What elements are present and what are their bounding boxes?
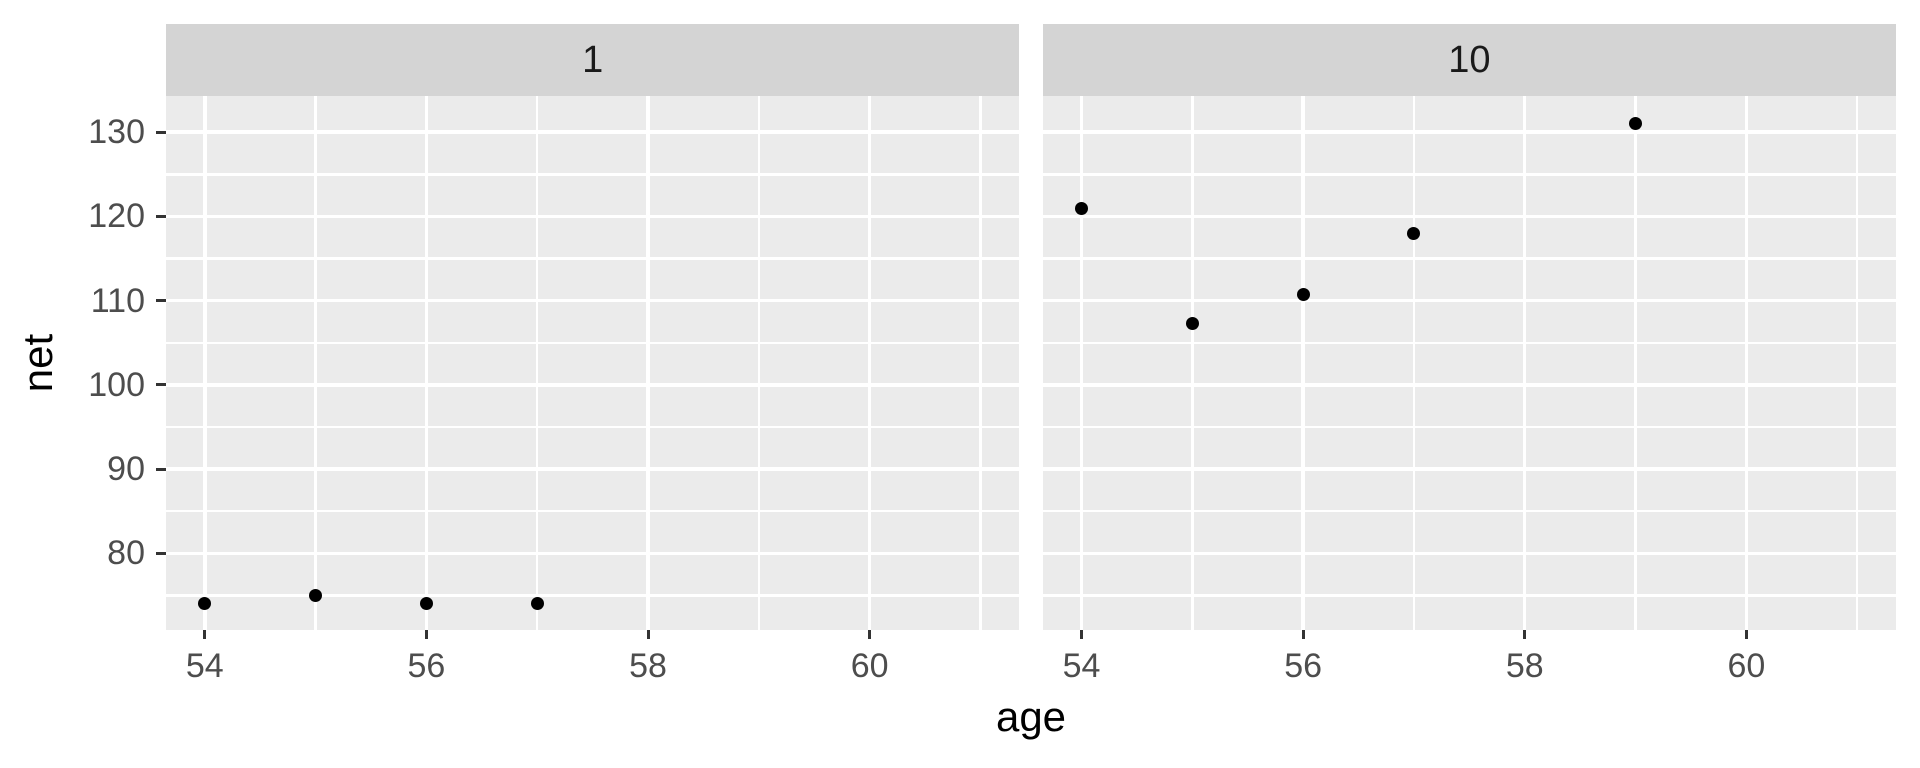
- facet-strip-label: 10: [1448, 39, 1491, 81]
- x-axis-title: age: [995, 693, 1067, 740]
- x-axis-tick-label: 56: [1284, 647, 1323, 685]
- minor-gridline-vertical: [314, 96, 317, 630]
- y-axis-tick-label: 80: [107, 534, 145, 573]
- data-point: [1074, 201, 1088, 215]
- minor-gridline-horizontal: [1042, 257, 1896, 260]
- x-axis-tick-mark: [203, 630, 207, 639]
- minor-gridline-horizontal: [1042, 173, 1896, 176]
- x-axis-tick-label: 54: [1062, 647, 1101, 685]
- minor-gridline-horizontal: [166, 425, 1020, 429]
- major-gridline-vertical: [424, 96, 429, 630]
- data-point: [1185, 316, 1199, 330]
- major-gridline-vertical: [867, 96, 872, 630]
- x-axis-tick-label: 58: [629, 647, 667, 685]
- x-axis-tick-label: 60: [1727, 647, 1766, 685]
- minor-gridline-horizontal: [166, 509, 1020, 513]
- y-axis-tick-label: 110: [90, 281, 145, 320]
- x-axis-tick-mark: [424, 630, 428, 639]
- minor-gridline-vertical: [757, 96, 761, 630]
- y-axis-tick-mark: [156, 130, 166, 134]
- x-axis-tick-mark: [1744, 630, 1748, 639]
- minor-gridline-horizontal: [166, 257, 1020, 260]
- major-gridline-horizontal: [1042, 214, 1896, 219]
- plot-panel: [166, 96, 1020, 630]
- x-axis-tick-mark: [1523, 630, 1527, 639]
- minor-gridline-vertical: [535, 96, 539, 630]
- y-axis-tick-mark: [156, 214, 166, 218]
- y-axis-tick-mark: [156, 551, 166, 555]
- major-gridline-horizontal: [166, 467, 1020, 471]
- major-gridline-horizontal: [1042, 130, 1896, 134]
- major-gridline-vertical: [1522, 96, 1527, 630]
- major-gridline-vertical: [646, 96, 650, 630]
- data-point: [198, 597, 212, 611]
- x-axis-tick-mark: [1301, 630, 1305, 639]
- major-gridline-horizontal: [1042, 383, 1896, 387]
- major-gridline-vertical: [1744, 96, 1749, 630]
- major-gridline-horizontal: [166, 383, 1020, 387]
- x-axis-tick-mark: [868, 630, 872, 639]
- data-point: [1296, 288, 1310, 302]
- y-axis-tick-label: 120: [88, 197, 145, 236]
- major-gridline-horizontal: [166, 214, 1020, 219]
- major-gridline-vertical: [1079, 96, 1084, 630]
- data-point: [1407, 226, 1421, 240]
- major-gridline-vertical: [1301, 96, 1305, 630]
- major-gridline-horizontal: [1042, 551, 1896, 556]
- minor-gridline-vertical: [1634, 96, 1637, 630]
- x-axis-tick-label: 56: [407, 647, 446, 685]
- minor-gridline-horizontal: [1042, 594, 1896, 597]
- minor-gridline-horizontal: [166, 173, 1020, 176]
- major-gridline-vertical: [203, 96, 207, 630]
- minor-gridline-horizontal: [166, 341, 1020, 345]
- data-point: [530, 597, 544, 611]
- minor-gridline-vertical: [979, 96, 982, 630]
- major-gridline-horizontal: [166, 551, 1020, 556]
- y-axis-tick-label: 100: [88, 365, 145, 404]
- major-gridline-horizontal: [166, 130, 1020, 134]
- y-axis-tick-mark: [156, 467, 166, 471]
- x-axis-tick-label: 60: [850, 647, 889, 685]
- data-point: [309, 588, 323, 602]
- y-axis-tick-mark: [156, 383, 166, 387]
- major-gridline-horizontal: [166, 298, 1020, 303]
- facet-strip-label: 1: [582, 39, 604, 81]
- minor-gridline-horizontal: [166, 594, 1020, 597]
- y-axis-tick-label: 90: [107, 450, 145, 489]
- data-point: [419, 597, 433, 611]
- y-axis-title: net: [14, 333, 61, 393]
- minor-gridline-horizontal: [1042, 425, 1896, 429]
- y-axis-tick-mark: [156, 299, 166, 303]
- x-axis-tick-label: 54: [185, 647, 224, 685]
- minor-gridline-horizontal: [1042, 509, 1896, 513]
- plot-panel: [1042, 96, 1896, 630]
- facet-strip: 10: [1042, 24, 1896, 96]
- x-axis-tick-mark: [1079, 630, 1083, 639]
- facet-strip: 1: [166, 24, 1020, 96]
- minor-gridline-vertical: [1191, 96, 1194, 630]
- x-axis-tick-label: 58: [1505, 647, 1544, 685]
- y-axis-tick-label: 130: [88, 113, 145, 152]
- minor-gridline-vertical: [1412, 96, 1416, 630]
- data-point: [1629, 117, 1643, 131]
- x-axis-tick-mark: [646, 630, 650, 639]
- minor-gridline-vertical: [1855, 96, 1859, 630]
- major-gridline-horizontal: [1042, 298, 1896, 303]
- minor-gridline-horizontal: [1042, 341, 1896, 345]
- major-gridline-horizontal: [1042, 467, 1896, 471]
